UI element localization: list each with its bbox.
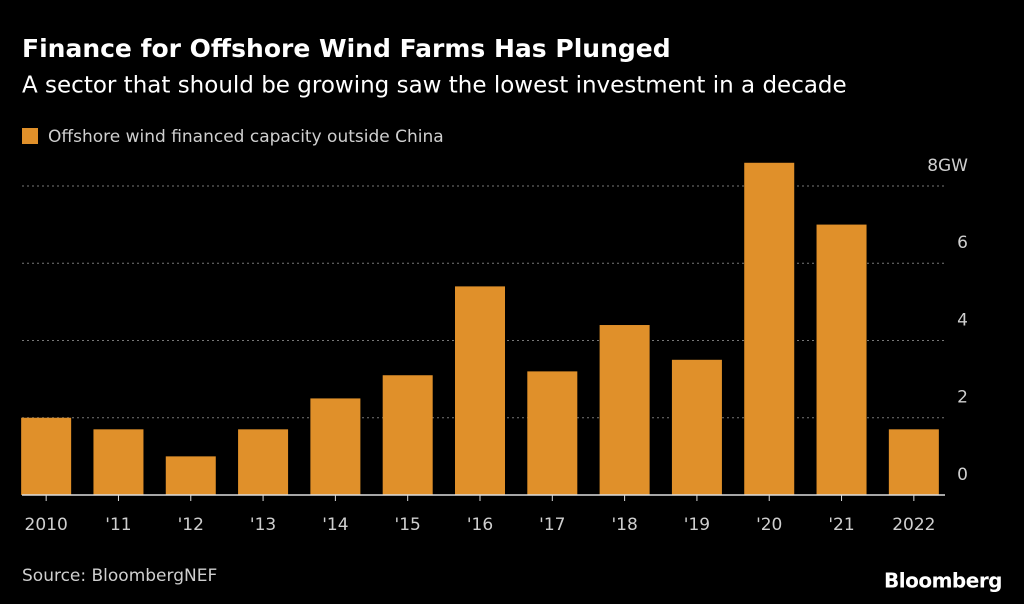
bar xyxy=(165,456,216,495)
y-tick-label: 4 xyxy=(957,310,968,330)
brand-logo: Bloomberg xyxy=(884,569,1002,593)
x-tick-label: '21 xyxy=(828,515,854,535)
bar xyxy=(382,375,433,495)
chart-subtitle: A sector that should be growing saw the … xyxy=(22,73,847,99)
x-tick-label: '12 xyxy=(178,515,204,535)
x-tick-label: '17 xyxy=(539,515,565,535)
x-tick-label: '14 xyxy=(322,515,348,535)
y-tick-label: 8GW xyxy=(927,156,968,176)
x-tick-label: '11 xyxy=(105,515,131,535)
x-tick-label: '13 xyxy=(250,515,276,535)
y-tick-label: 2 xyxy=(957,388,968,408)
bar xyxy=(816,224,867,495)
bar xyxy=(21,417,72,495)
legend-swatch xyxy=(22,128,38,144)
legend-label: Offshore wind financed capacity outside … xyxy=(48,127,444,147)
bar xyxy=(744,162,795,495)
bar xyxy=(527,371,578,495)
bar xyxy=(455,286,505,495)
x-tick-label: 2022 xyxy=(892,515,935,535)
bar xyxy=(888,429,939,495)
y-tick-label: 0 xyxy=(957,465,968,485)
x-tick-label: '15 xyxy=(395,515,421,535)
bar xyxy=(671,359,722,495)
x-tick-label: '19 xyxy=(684,515,710,535)
bar xyxy=(310,398,361,495)
chart-title: Finance for Offshore Wind Farms Has Plun… xyxy=(22,34,671,63)
x-tick-label: '20 xyxy=(756,515,782,535)
source: Source: BloombergNEF xyxy=(22,566,217,586)
x-tick-label: '18 xyxy=(611,515,637,535)
x-tick-label: 2010 xyxy=(25,515,68,535)
y-tick-label: 6 xyxy=(957,233,968,253)
bar xyxy=(93,429,144,495)
bar xyxy=(238,429,289,495)
bar xyxy=(599,325,650,495)
x-tick-label: '16 xyxy=(467,515,493,535)
